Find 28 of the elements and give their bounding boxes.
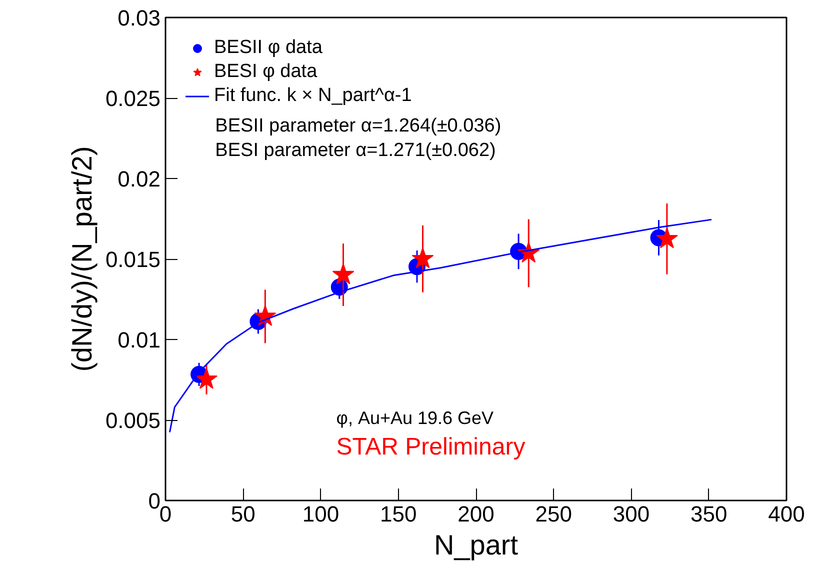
point — [412, 247, 434, 268]
y-axis-title: (dN/dy)/(N_part/2) — [66, 146, 98, 372]
y-tick-label: 0.01 — [118, 328, 161, 352]
y-tick-label: 0.015 — [105, 247, 161, 272]
x-tick-label: 250 — [535, 502, 572, 526]
x-tick-label: 400 — [768, 502, 805, 526]
x-tick-label: 50 — [230, 502, 256, 526]
annotation: BESII parameter α=1.264(±0.036) — [215, 116, 502, 137]
annotation: STAR Preliminary — [336, 433, 526, 460]
annotation: φ, Au+Au 19.6 GeV — [336, 408, 494, 428]
x-axis-title: N_part — [434, 530, 518, 560]
x-tick-label: 350 — [690, 502, 728, 526]
point — [656, 227, 678, 248]
annotation: BESI parameter α=1.271(±0.062) — [215, 140, 496, 161]
x-tick-label: 200 — [458, 502, 494, 526]
y-tick-label: 0.025 — [105, 86, 161, 111]
legend-label: BESI φ data — [214, 61, 318, 83]
x-tick-label: 300 — [612, 502, 650, 526]
line-series — [168, 218, 712, 433]
x-tick-label: 150 — [380, 502, 417, 526]
legend-label: BESII φ data — [214, 37, 322, 59]
x-tick-label: 100 — [302, 502, 340, 526]
y-tick-label: 0.03 — [118, 6, 161, 30]
point — [332, 263, 354, 284]
point — [196, 368, 218, 389]
y-tick-label: 0.02 — [118, 166, 161, 192]
y-tick-label: 0.005 — [105, 408, 161, 433]
legend-label: Fit func. k × N_part^α-1 — [214, 85, 412, 107]
